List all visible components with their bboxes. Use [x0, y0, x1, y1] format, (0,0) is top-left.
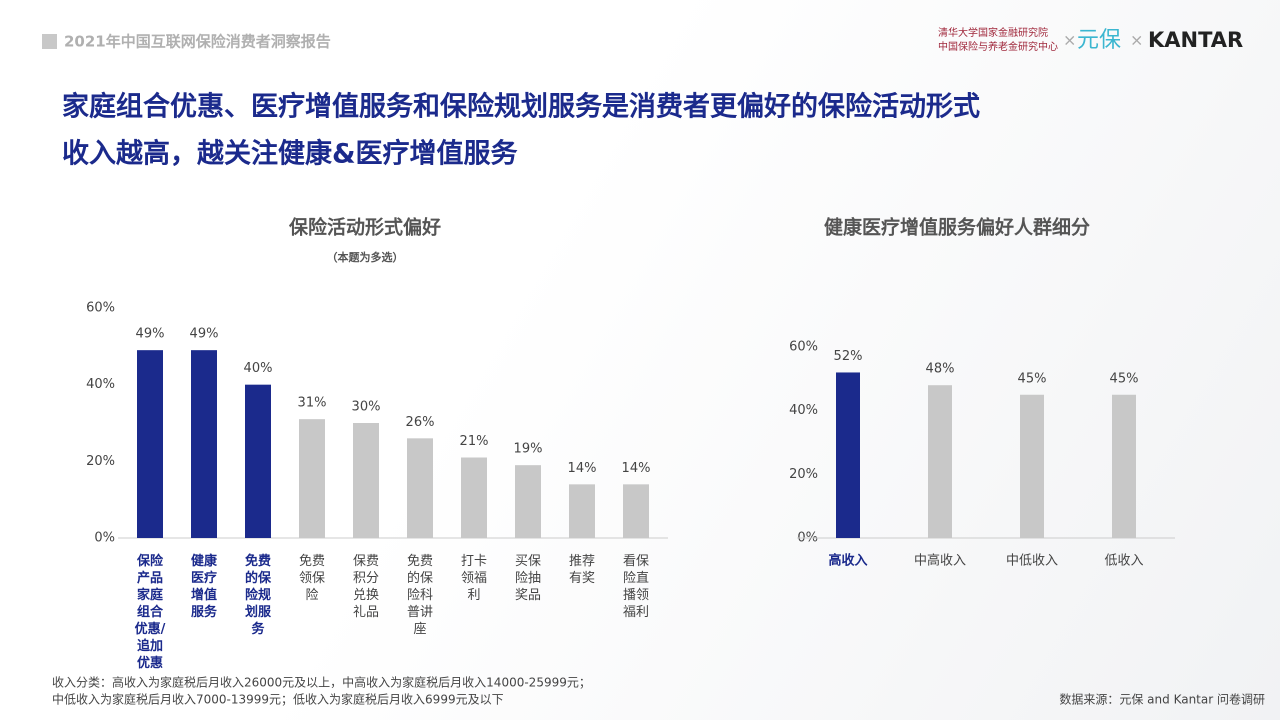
- value-label: 26%: [406, 415, 435, 430]
- value-label: 14%: [568, 461, 597, 476]
- bar: [928, 385, 952, 538]
- bar: [623, 484, 649, 538]
- x-tick-label: 中高收入: [914, 553, 966, 569]
- value-label: 31%: [298, 396, 327, 411]
- value-label: 49%: [136, 327, 165, 342]
- x-tick-label: 推荐有奖: [569, 554, 595, 586]
- x-tick-label: 免费的保险科普讲座: [407, 554, 433, 637]
- bar: [1020, 394, 1044, 538]
- bar: [137, 350, 163, 538]
- y-tick-label: 20%: [789, 467, 818, 482]
- headline: 家庭组合优惠、医疗增值服务和保险规划服务是消费者更偏好的保险活动形式: [62, 91, 980, 123]
- x-tick-label: 保费积分兑换礼品: [353, 554, 379, 620]
- logo-separator: ×: [1130, 31, 1143, 50]
- logo-separator: ×: [1063, 31, 1076, 50]
- bar: [1112, 394, 1136, 538]
- logo-brand: 元保: [1077, 28, 1121, 53]
- bar: [353, 423, 379, 538]
- footnote: 收入分类：高收入为家庭税后月收入26000元及以上，中高收入为家庭税后月收入14…: [52, 675, 591, 690]
- x-tick-label: 保险产品家庭组合优惠/追加优惠: [135, 553, 166, 671]
- chart-title: 保险活动形式偏好: [288, 216, 441, 239]
- bar: [407, 438, 433, 538]
- chart-title: 健康医疗增值服务偏好人群细分: [824, 216, 1090, 239]
- y-tick-label: 0%: [94, 531, 115, 546]
- source: 数据来源：元保 and Kantar 问卷调研: [1059, 692, 1265, 707]
- value-label: 40%: [244, 361, 273, 376]
- value-label: 14%: [622, 461, 651, 476]
- logo-text: 中国保险与养老金研究中心: [938, 40, 1058, 53]
- y-tick-label: 40%: [789, 403, 818, 418]
- bar: [191, 350, 217, 538]
- header-square: [42, 34, 57, 49]
- y-tick-label: 60%: [789, 340, 818, 355]
- y-tick-label: 20%: [86, 454, 115, 469]
- x-tick-label: 免费领保险: [299, 554, 325, 603]
- x-tick-label: 低收入: [1104, 554, 1143, 569]
- x-tick-label: 免费的保险规划服务: [245, 553, 272, 637]
- logo-text: 清华大学国家金融研究院: [938, 26, 1048, 39]
- bar: [515, 465, 541, 538]
- value-label: 45%: [1110, 371, 1139, 386]
- report-title: 2021年中国互联网保险消费者洞察报告: [64, 33, 331, 51]
- x-tick-label: 买保险抽奖品: [515, 554, 541, 603]
- bar: [245, 384, 271, 538]
- bar: [299, 419, 325, 538]
- value-label: 49%: [190, 327, 219, 342]
- value-label: 52%: [834, 349, 863, 364]
- headline: 收入越高，越关注健康&医疗增值服务: [62, 138, 518, 170]
- x-tick-label: 看保险直播领福利: [623, 553, 649, 620]
- bar: [461, 457, 487, 538]
- bar: [836, 372, 860, 538]
- x-tick-label: 高收入: [828, 553, 867, 569]
- x-tick-label: 打卡领福利: [461, 554, 487, 603]
- y-tick-label: 60%: [86, 301, 115, 316]
- chart-subtitle: （本题为多选）: [327, 250, 404, 264]
- value-label: 45%: [1018, 371, 1047, 386]
- bar: [569, 484, 595, 538]
- x-tick-label: 中低收入: [1006, 554, 1058, 569]
- footnote: 中低收入为家庭税后月收入7000-13999元；低收入为家庭税后月收入6999元…: [52, 692, 504, 707]
- y-tick-label: 40%: [86, 377, 115, 392]
- value-label: 48%: [926, 362, 955, 377]
- value-label: 21%: [460, 434, 489, 449]
- logo-brand: KANTAR: [1148, 28, 1243, 52]
- value-label: 19%: [514, 442, 543, 457]
- x-tick-label: 健康医疗增值服务: [191, 553, 218, 620]
- value-label: 30%: [352, 400, 381, 415]
